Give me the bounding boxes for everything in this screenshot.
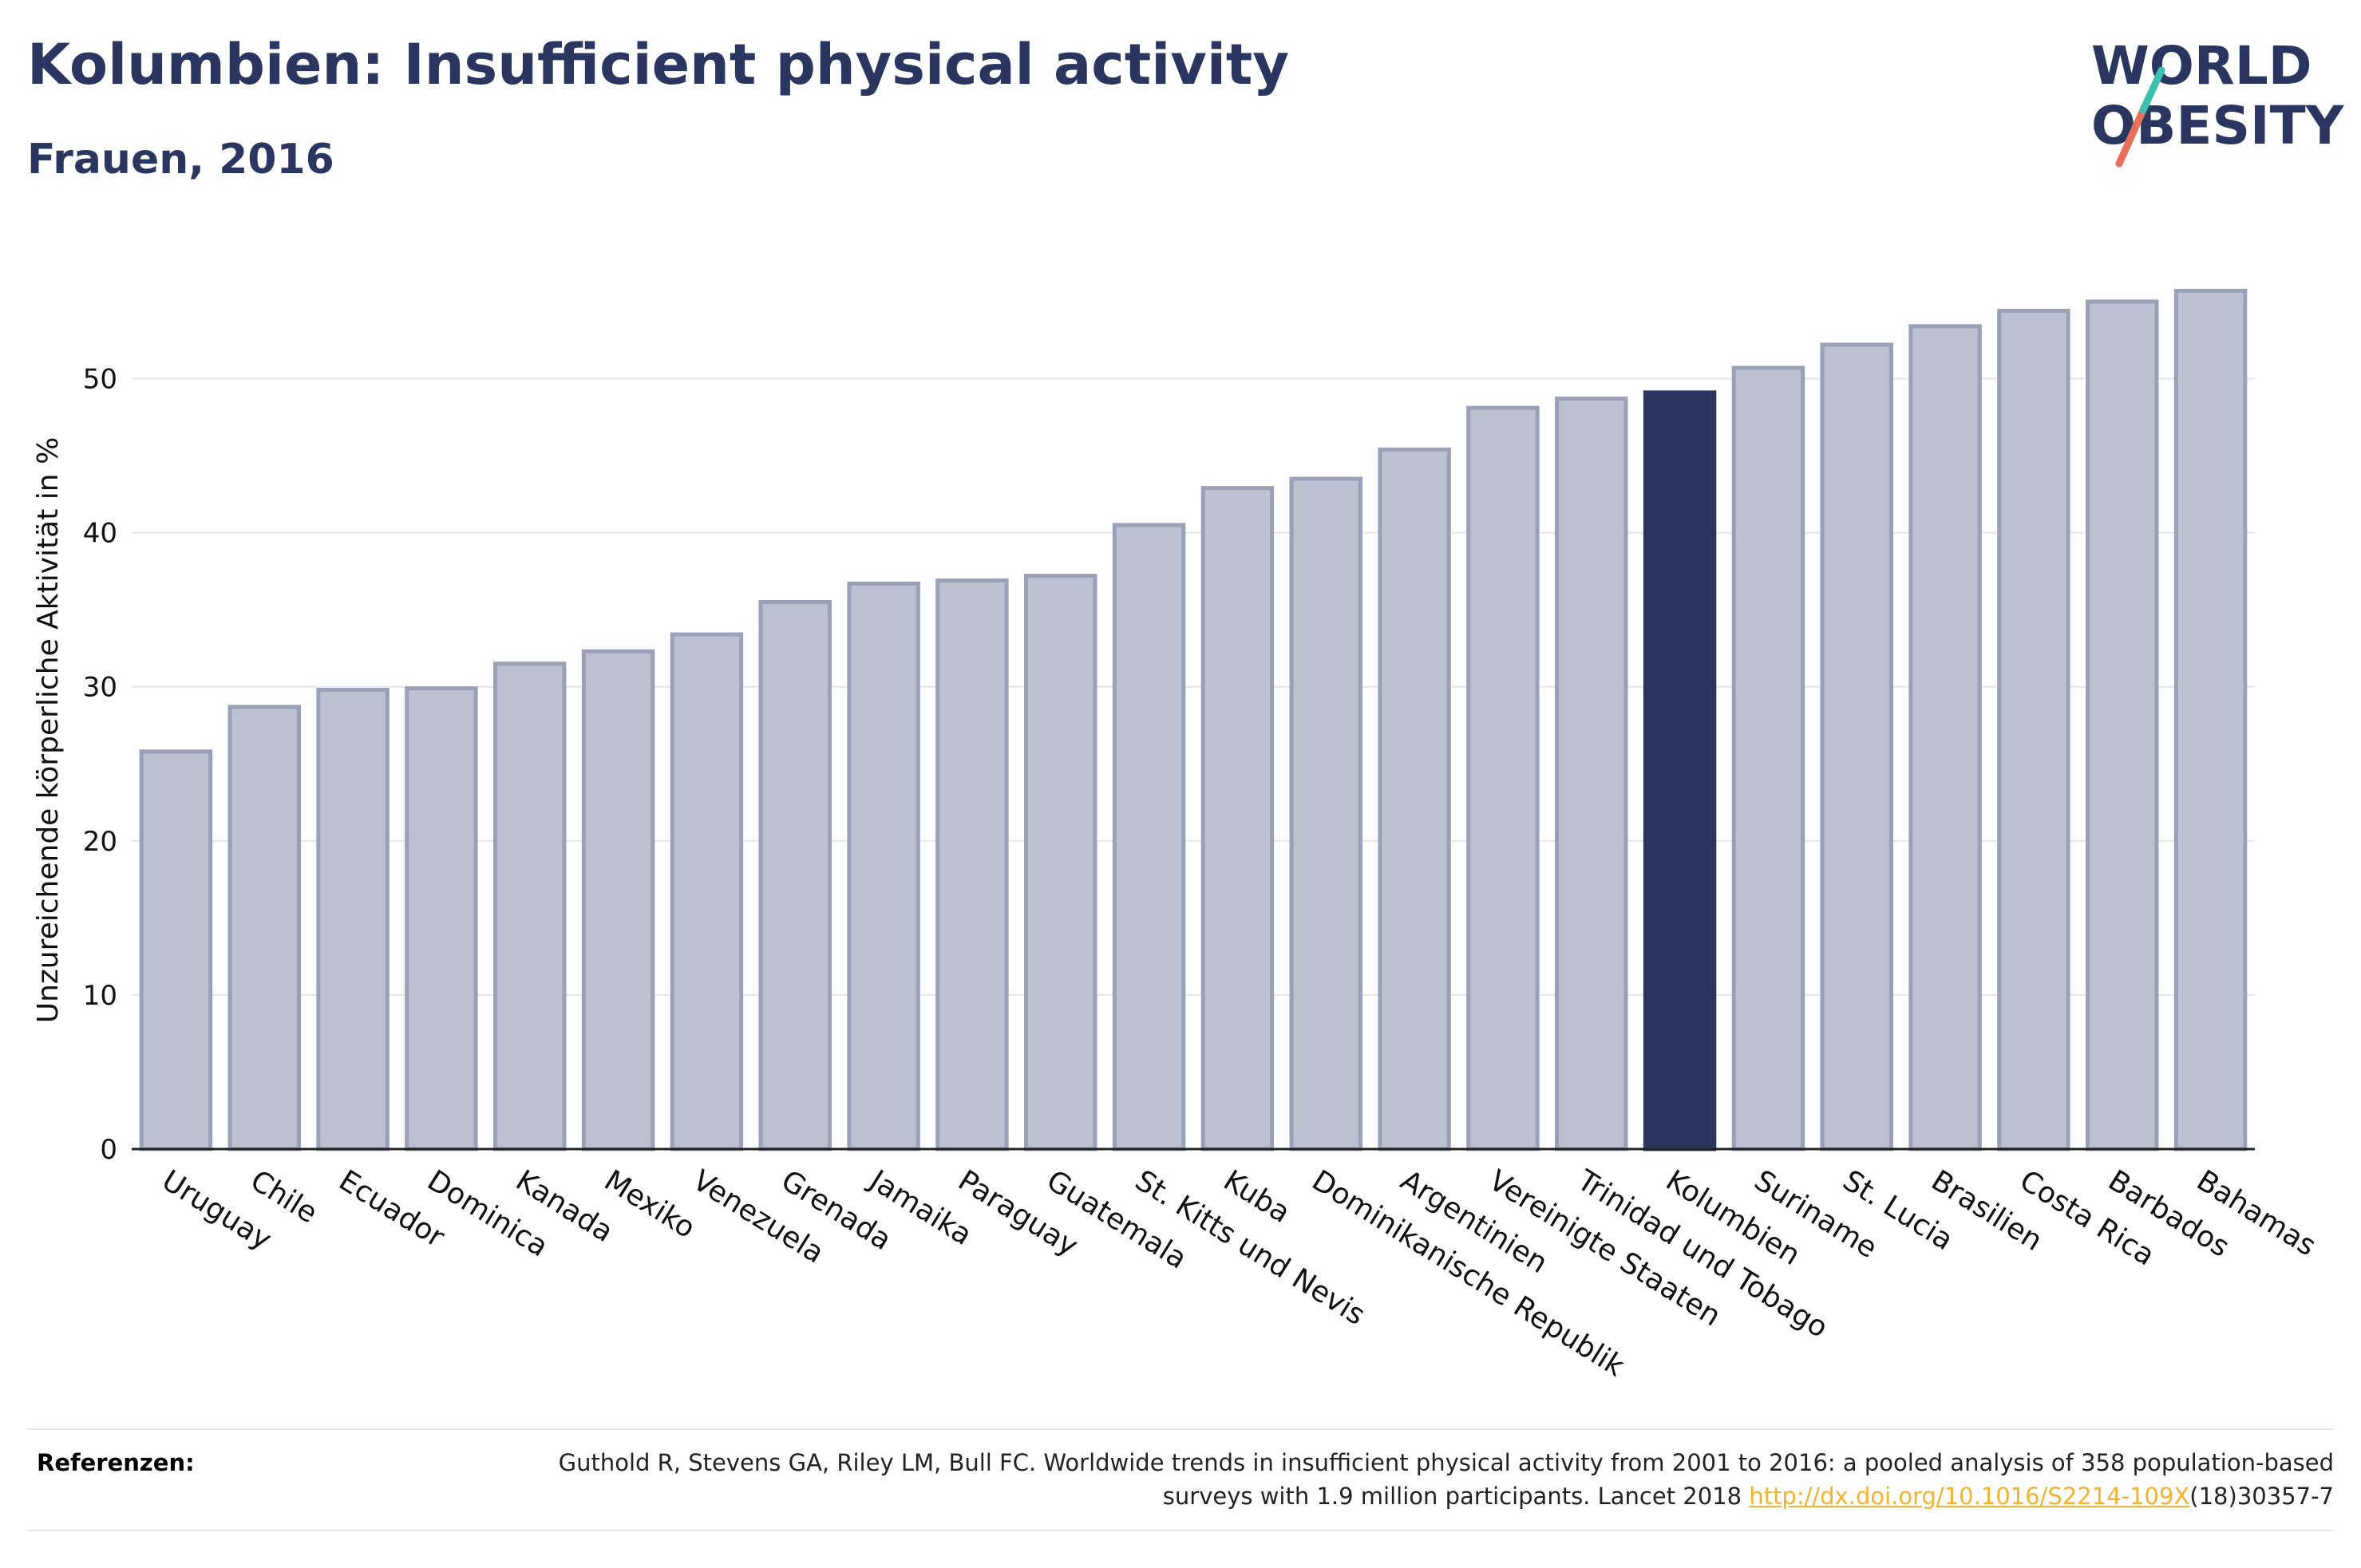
y-tick-labels: 0 10 20 30 40 50 (83, 363, 117, 1166)
bar-mexiko (581, 649, 655, 1151)
y-tick-label: 10 (83, 980, 117, 1012)
y-tick-label: 20 (83, 826, 117, 858)
references-text: Guthold R, Stevens GA, Riley LM, Bull FC… (498, 1446, 2334, 1513)
chart-title: Kolumbien: Insufficient physical activit… (27, 32, 1289, 97)
logo-slash-red (2115, 106, 2147, 168)
bar-kolumbien (1643, 390, 1717, 1151)
y-tick-label: 30 (83, 672, 117, 704)
references-citation: Guthold R, Stevens GA, Riley LM, Bull FC… (558, 1449, 2334, 1511)
bar-dominica (405, 686, 478, 1151)
bar-st-kitts-und-nevis (1112, 523, 1186, 1151)
y-axis-label: Unzureichende körperliche Aktivität in % (32, 437, 65, 1024)
bar-chile (227, 705, 301, 1151)
bar-dominikanische-republik (1289, 476, 1362, 1151)
bar-st-lucia (1820, 342, 1893, 1151)
bar-guatemala (1024, 574, 1097, 1151)
grid-lines (132, 377, 2255, 996)
bar-argentinien (1378, 447, 1451, 1151)
bar-barbados (2086, 299, 2159, 1151)
bar-costa-rica (1997, 309, 2070, 1151)
bar-paraguay (935, 578, 1009, 1151)
y-tick-label: 40 (83, 518, 117, 550)
bar-grenada (758, 599, 832, 1151)
logo-slash-teal (2139, 66, 2165, 114)
bar-kuba (1200, 486, 1275, 1151)
doi-link[interactable]: http://dx.doi.org/10.1016/S2214-109X (1749, 1483, 2190, 1511)
references-section: Referenzen: Guthold R, Stevens GA, Riley… (27, 1428, 2334, 1531)
references-label: Referenzen: (37, 1449, 195, 1476)
bars (139, 288, 2248, 1151)
y-tick-label: 0 (100, 1134, 117, 1166)
logo-line-1: WORLD (2091, 35, 2312, 97)
bar-vereinigte-staaten (1466, 405, 1540, 1151)
y-tick-label: 50 (83, 363, 117, 395)
bar-brasilien (1908, 324, 1982, 1151)
chart-subtitle: Frauen, 2016 (27, 136, 334, 184)
bar-jamaika (847, 581, 920, 1151)
bar-trinidad-und-tobago (1555, 397, 1628, 1151)
bar-kanada (493, 662, 567, 1151)
x-tick-label: Mexiko (599, 1164, 701, 1245)
bar-uruguay (139, 749, 213, 1151)
bar-ecuador (316, 688, 390, 1151)
bar-venezuela (670, 632, 744, 1151)
bar-bahamas (2173, 288, 2248, 1151)
world-obesity-logo: WORLD OBESITY (2075, 24, 2355, 176)
bar-suriname (1731, 365, 1805, 1151)
references-doi-suffix: (18)30357-7 (2189, 1483, 2334, 1511)
